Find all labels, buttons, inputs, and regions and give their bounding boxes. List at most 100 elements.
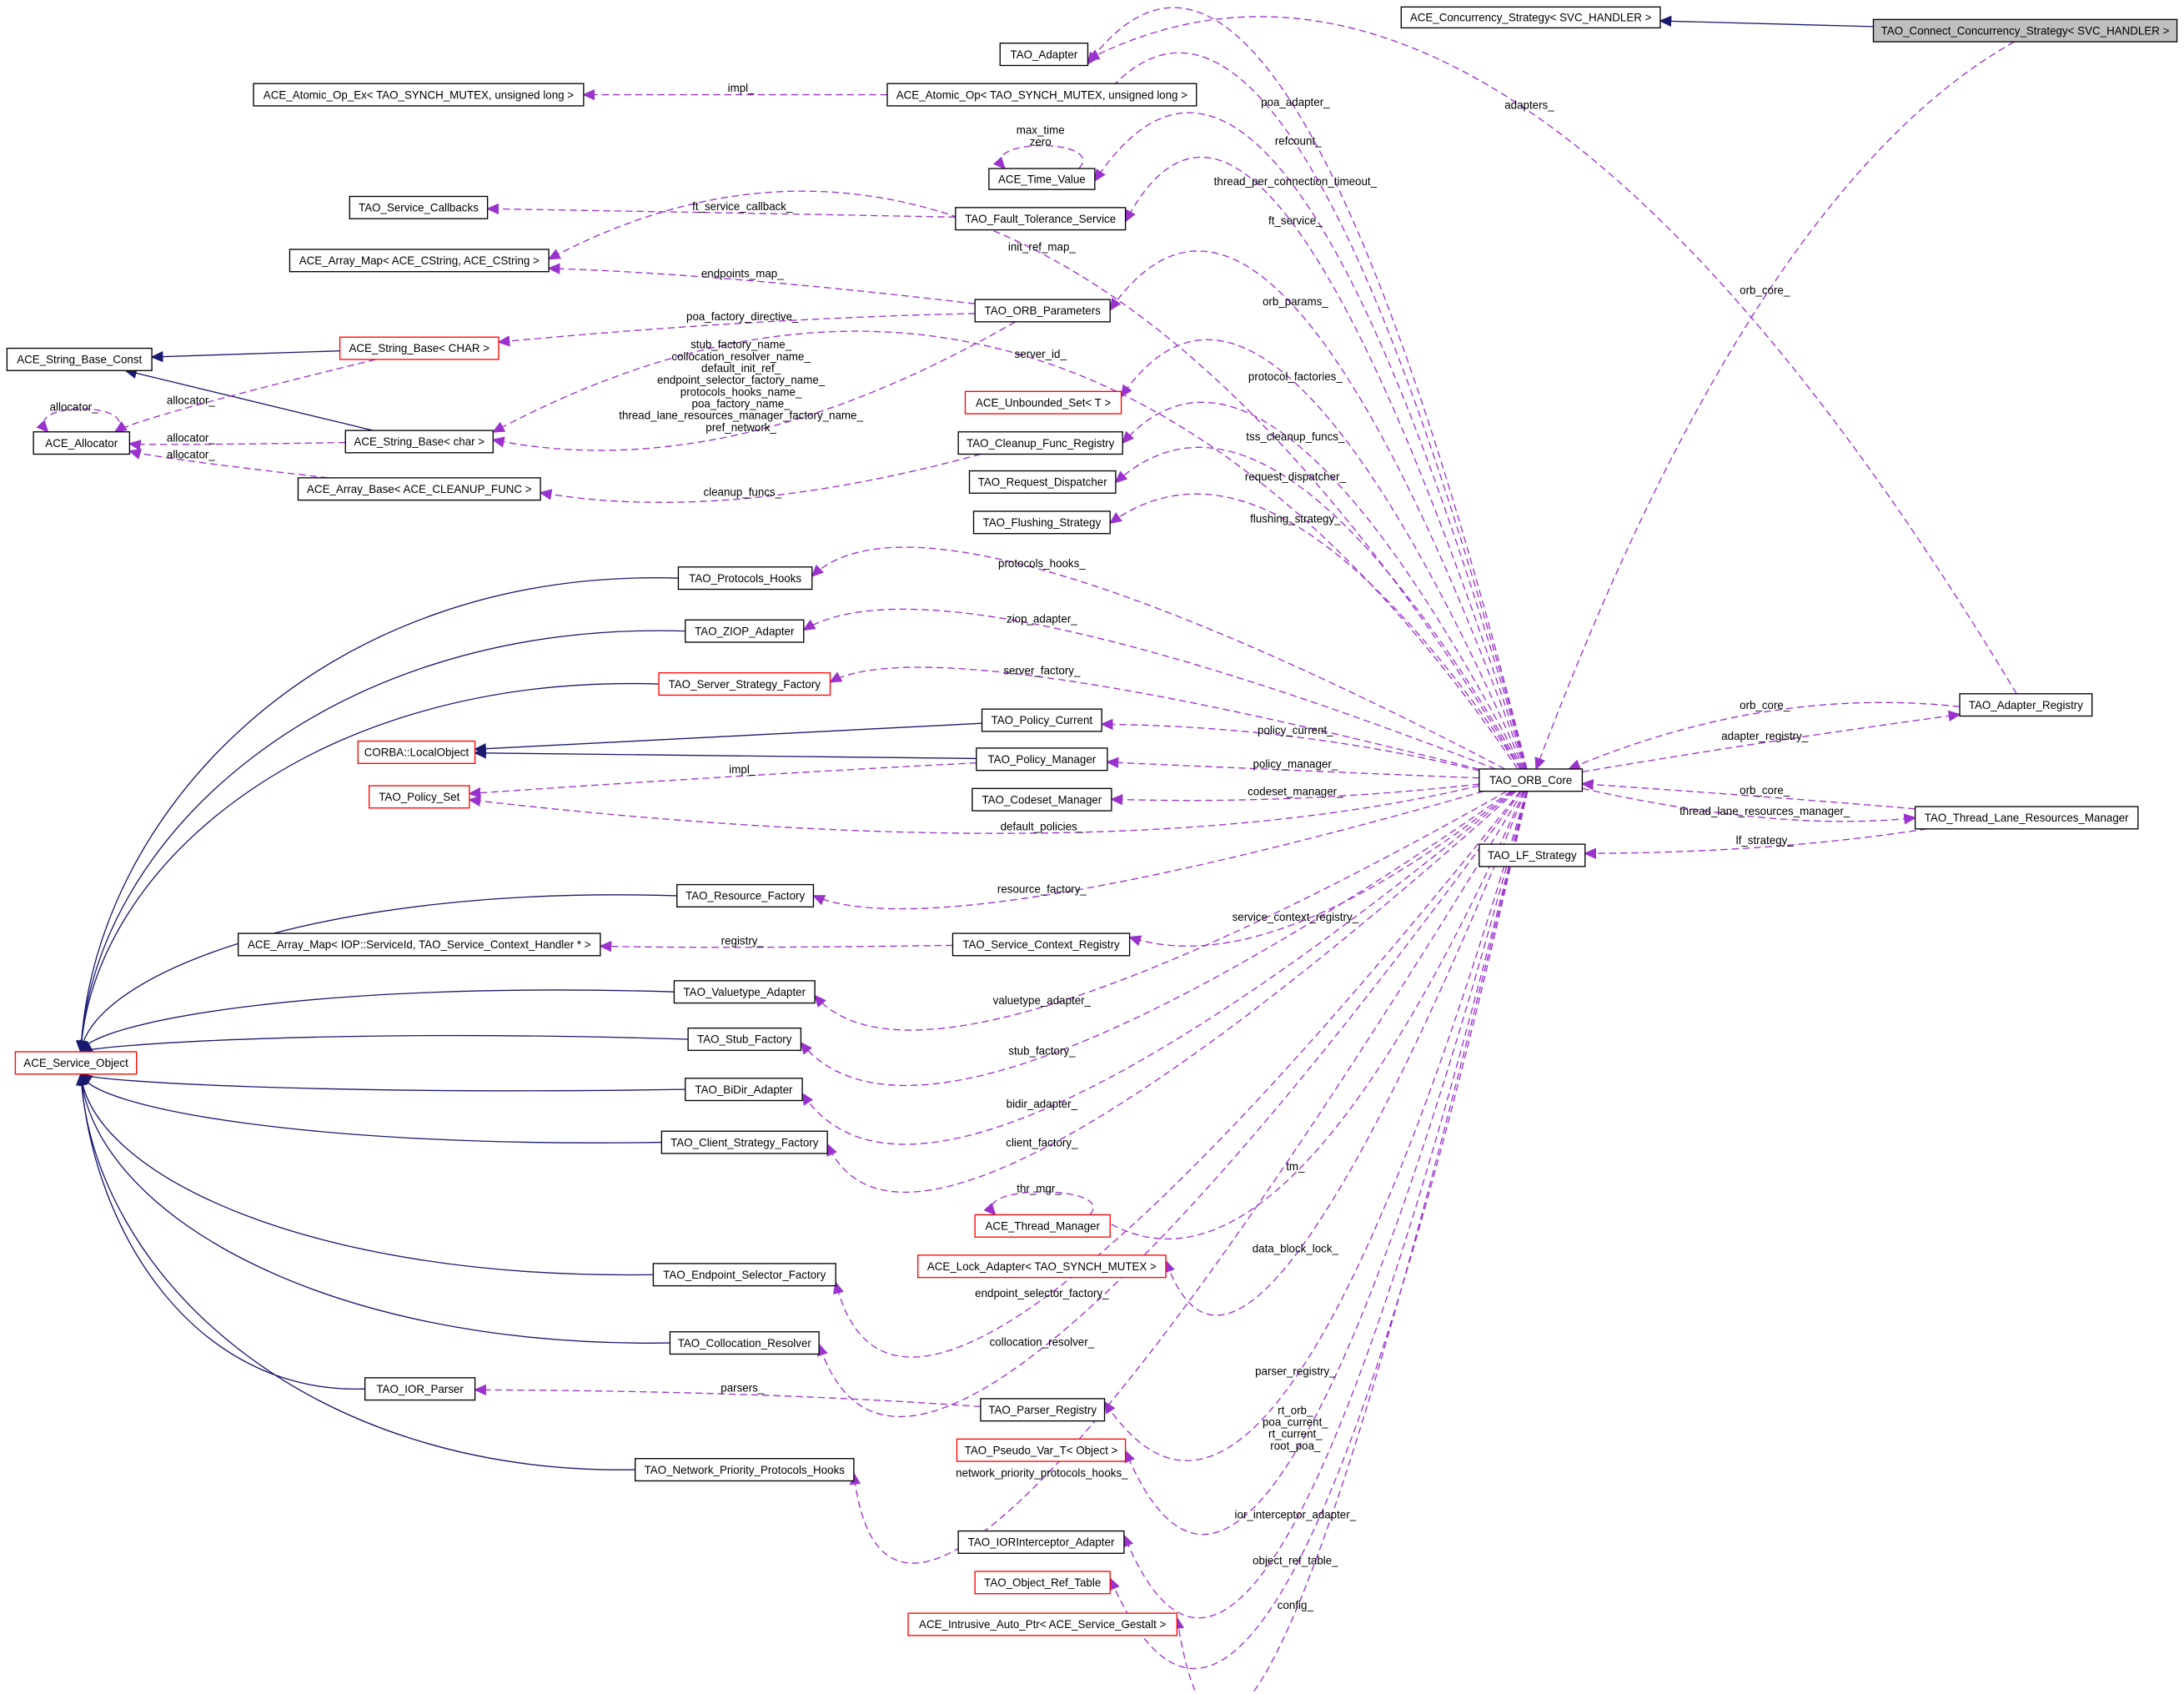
usage-edge-orb-tlrm [1582,787,1917,825]
class-name: TAO_Endpoint_Selector_Factory [663,1269,826,1281]
class-node-ace-thread-manager[interactable]: ACE_Thread_Manager [974,1214,1111,1238]
inheritance-edge-sbCHAR-sbconst [150,350,340,363]
edge-line [1580,778,1915,810]
edge-label-bidir-adapter: bidir_adapter_ [1007,1098,1078,1110]
edge-line [485,203,956,218]
class-box [339,336,500,360]
edge-label-valuetype-adapter: valuetype_adapter_ [993,994,1092,1007]
class-box [1479,768,1584,792]
usage-edge-orb-nphooks [849,791,1524,1564]
class-node-tao-network-priority-protocols-hooks[interactable]: TAO_Network_Priority_Protocols_Hooks [634,1458,855,1482]
class-box [1872,18,2178,43]
class-node-ace-time-value[interactable]: ACE_Time_Value [988,168,1096,190]
class-node-tao-adapter[interactable]: TAO_Adapter [999,43,1089,67]
class-node-tao-parser-registry[interactable]: TAO_Parser_Registry [980,1398,1106,1422]
class-node-tao-request-dispatcher[interactable]: TAO_Request_Dispatcher [968,470,1117,494]
edge-line [539,453,982,503]
inheritance-edge-phooks-so [75,577,679,1053]
class-node-tao-ior-parser[interactable]: TAO_IOR_Parser [364,1377,476,1401]
class-node-ace-string-base-const[interactable]: ACE_String_Base_Const [6,347,153,371]
class-node-ace-string-base-char[interactable]: ACE_String_Base< CHAR > [339,336,500,360]
edges-layer [36,7,2017,1694]
class-box [364,1377,476,1401]
class-box [964,390,1122,415]
class-node-corba-localobject[interactable]: CORBA::LocalObject [357,740,476,764]
class-node-ace-array-map-ace-cstring-ace-cstring[interactable]: ACE_Array_Map< ACE_CString, ACE_CString … [289,249,550,273]
class-node-tao-valuetype-adapter[interactable]: TAO_Valuetype_Adapter [673,980,816,1004]
edge-line [78,1073,662,1144]
class-node-tao-endpoint-selector-factory[interactable]: TAO_Endpoint_Selector_Factory [652,1263,836,1287]
class-box [685,1078,803,1102]
class-node-ace-string-base-char[interactable]: ACE_String_Base< char > [344,430,494,454]
class-node-tao-adapter-registry[interactable]: TAO_Adapter_Registry [1959,693,2093,717]
class-node-tao-protocols-hooks[interactable]: TAO_Protocols_Hooks [677,566,813,591]
class-name: TAO_Codeset_Manager [982,793,1102,806]
class-node-tao-stub-factory[interactable]: TAO_Stub_Factory [687,1027,802,1052]
class-node-ace-atomic-op-ex-tao-synch-mutex-unsigned-long[interactable]: ACE_Atomic_Op_Ex< TAO_SYNCH_MUTEX, unsig… [253,83,585,107]
class-node-ace-intrusive-auto-ptr-ace-service-gestalt[interactable]: ACE_Intrusive_Auto_Ptr< ACE_Service_Gest… [907,1612,1178,1636]
class-node-tao-policy-set[interactable]: TAO_Policy_Set [368,785,470,809]
class-node-tao-thread-lane-resources-manager[interactable]: TAO_Thread_Lane_Resources_Manager [1914,806,2139,830]
usage-edge-orb-rf [811,791,1484,910]
class-node-tao-lf-strategy[interactable]: TAO_LF_Strategy [1479,843,1586,867]
class-node-tao-policy-current[interactable]: TAO_Policy_Current [981,708,1102,732]
class-node-ace-unbounded-set-t[interactable]: ACE_Unbounded_Set< T > [964,390,1122,415]
class-node-ace-concurrency-strategy-svc-handler[interactable]: ACE_Concurrency_Strategy< SVC_HANDLER > [1400,6,1661,29]
class-node-ace-service-object[interactable]: ACE_Service_Object [14,1051,138,1075]
class-node-tao-ziop-adapter[interactable]: TAO_ZIOP_Adapter [685,619,805,643]
edge-line [811,791,1484,910]
edge-label-poa-factory-directive: poa_factory_directive_ [686,310,799,323]
edge-label-tm: tm_ [1286,1160,1305,1173]
class-box [980,1398,1106,1422]
edge-line [1100,718,1479,772]
usage-edge-orb-preg [1103,791,1528,1461]
edge-label-adapters: adapters_ [1504,98,1554,111]
edge-line [993,144,1083,170]
class-node-tao-policy-manager[interactable]: TAO_Policy_Manager [976,747,1108,772]
class-node-tao-orb-parameters[interactable]: TAO_ORB_Parameters [974,299,1111,323]
class-node-ace-atomic-op-tao-synch-mutex-unsigned-long[interactable]: ACE_Atomic_Op< TAO_SYNCH_MUTEX, unsigned… [886,83,1197,107]
edge-label-network-priority-protocols-hooks: network_priority_protocols_hooks_ [956,1466,1128,1479]
class-node-tao-collocation-resolver[interactable]: TAO_Collocation_Resolver [669,1331,820,1355]
class-node-tao-service-context-registry[interactable]: TAO_Service_Context_Registry [951,932,1131,957]
edge-line [983,1191,1094,1216]
inheritance-edge-csf-so [78,1073,662,1144]
class-node-tao-fault-tolerance-service[interactable]: TAO_Fault_Tolerance_Service [955,207,1127,231]
edge-label-policy-current: policy_current_ [1258,724,1333,736]
inheritance-edge-ior-so [76,1073,365,1390]
usage-edge-orb-pvar [1124,791,1528,1536]
class-node-tao-flushing-strategy[interactable]: TAO_Flushing_Strategy [972,510,1111,535]
usage-edge-scr-amapiop [599,940,953,953]
class-node-tao-cleanup-func-registry[interactable]: TAO_Cleanup_Func_Registry [957,431,1123,455]
edge-label-ziop-adapter: ziop_adapter_ [1007,613,1077,626]
edge-line [1534,41,2015,771]
usage-edge-orb-ft [1124,157,1527,770]
class-box [907,1612,1178,1636]
class-node-ace-array-base-ace-cleanup-func[interactable]: ACE_Array_Base< ACE_CLEANUP_FUNC > [297,477,541,501]
class-node-ace-array-map-iop-serviceid-tao-service-context-handler[interactable]: ACE_Array_Map< IOP::ServiceId, TAO_Servi… [237,932,601,957]
class-box [237,932,601,957]
class-node-tao-iorinterceptor-adapter[interactable]: TAO_IORInterceptor_Adapter [957,1530,1125,1554]
class-node-ace-allocator[interactable]: ACE_Allocator [33,431,131,455]
edge-line [1110,783,1479,806]
edge-label-server-id: server_id_ [1015,348,1067,360]
edge-label-resource-factory: resource_factory_ [997,883,1087,896]
class-node-tao-service-callbacks[interactable]: TAO_Service_Callbacks [349,195,489,219]
class-node-tao-resource-factory[interactable]: TAO_Resource_Factory [676,883,815,907]
class-name: TAO_Stub_Factory [697,1033,792,1046]
class-node-tao-codeset-manager[interactable]: TAO_Codeset_Manager [972,787,1112,812]
class-node-tao-pseudo-var-t-object[interactable]: TAO_Pseudo_Var_T< Object > [956,1438,1127,1462]
class-box [349,195,489,219]
class-name: ACE_Array_Map< ACE_CString, ACE_CString … [299,254,540,267]
class-box [253,83,585,107]
class-node-tao-orb-core[interactable]: TAO_ORB_Core [1479,768,1584,792]
class-node-tao-bidir-adapter[interactable]: TAO_BiDir_Adapter [685,1078,803,1102]
usage-edge-orb-uset [1120,339,1525,770]
class-node-tao-client-strategy-factory[interactable]: TAO_Client_Strategy_Factory [660,1130,828,1154]
class-node-ace-lock-adapter-tao-synch-mutex[interactable]: ACE_Lock_Adapter< TAO_SYNCH_MUTEX > [917,1254,1167,1279]
class-node-tao-server-strategy-factory[interactable]: TAO_Server_Strategy_Factory [658,672,831,696]
usage-edge-orb-sbchar [491,330,1519,770]
class-name: TAO_Connect_Concurrency_Strategy< SVC_HA… [1881,24,2170,37]
class-node-tao-connect-concurrency-strategy-svc-handler[interactable]: TAO_Connect_Concurrency_Strategy< SVC_HA… [1872,18,2178,43]
class-node-tao-object-ref-table[interactable]: TAO_Object_Ref_Table [974,1571,1111,1595]
